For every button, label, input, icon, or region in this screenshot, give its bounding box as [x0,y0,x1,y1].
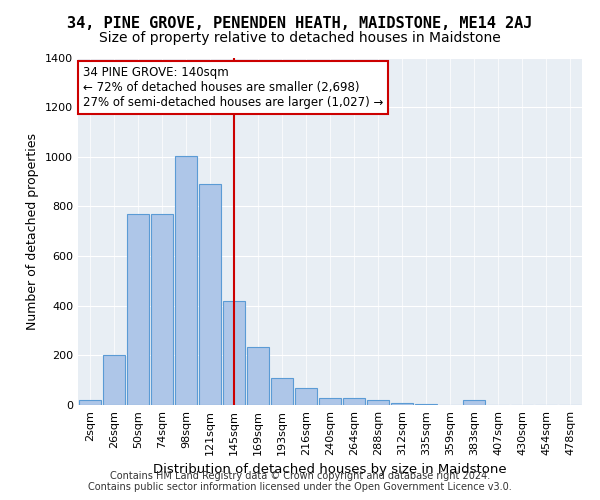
Bar [367,400,389,405]
Bar [223,300,245,405]
Text: Contains HM Land Registry data © Crown copyright and database right 2024.
Contai: Contains HM Land Registry data © Crown c… [88,471,512,492]
Bar [199,184,221,405]
Bar [295,388,317,405]
Bar [271,378,293,405]
Bar [103,356,125,405]
Text: Size of property relative to detached houses in Maidstone: Size of property relative to detached ho… [99,31,501,45]
Y-axis label: Number of detached properties: Number of detached properties [26,132,40,330]
Bar [247,346,269,405]
Bar [463,400,485,405]
Bar [391,402,413,405]
Bar [343,398,365,405]
Bar [79,400,101,405]
Bar [175,156,197,405]
Bar [127,214,149,405]
Bar [415,404,437,405]
Bar [319,398,341,405]
Text: 34 PINE GROVE: 140sqm
← 72% of detached houses are smaller (2,698)
27% of semi-d: 34 PINE GROVE: 140sqm ← 72% of detached … [83,66,383,109]
Text: 34, PINE GROVE, PENENDEN HEATH, MAIDSTONE, ME14 2AJ: 34, PINE GROVE, PENENDEN HEATH, MAIDSTON… [67,16,533,31]
X-axis label: Distribution of detached houses by size in Maidstone: Distribution of detached houses by size … [153,464,507,476]
Bar [151,214,173,405]
